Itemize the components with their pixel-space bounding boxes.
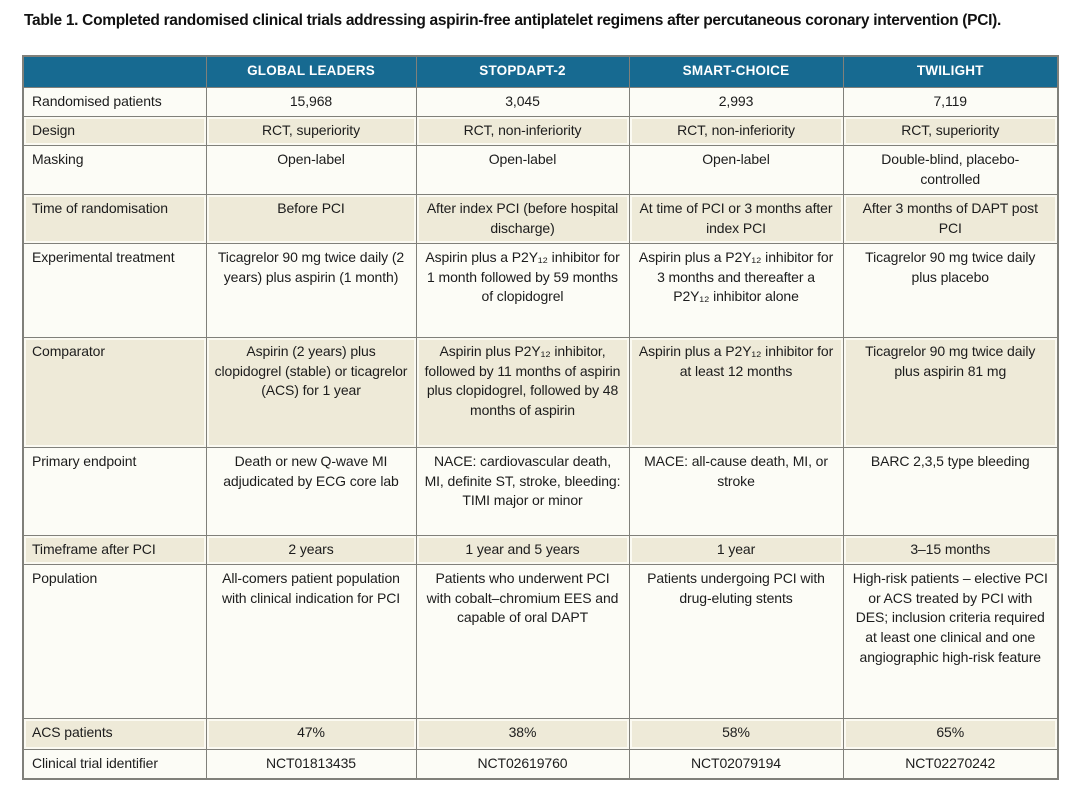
table-cell: RCT, superiority <box>205 116 417 146</box>
column-header-smart-choice: SMART-CHOICE <box>628 55 844 88</box>
table-cell: RCT, non-inferiority <box>415 116 630 146</box>
column-header-global-leaders: GLOBAL LEADERS <box>205 55 417 88</box>
table-cell: All-comers patient population with clini… <box>205 563 417 719</box>
table-cell: 2 years <box>205 534 417 565</box>
table-cell: NACE: cardiovascular death, MI, definite… <box>415 446 630 536</box>
table-cell: 65% <box>842 717 1059 750</box>
corner-header-cell <box>22 55 207 88</box>
table-cell: 47% <box>205 717 417 750</box>
table-cell: After index PCI (before hospital dischar… <box>415 193 630 244</box>
table-cell: Open-label <box>415 144 630 195</box>
table-row: Design RCT, superiority RCT, non-inferio… <box>22 116 1059 146</box>
table-cell: Aspirin (2 years) plus clopidogrel (stab… <box>205 336 417 448</box>
table-cell: Aspirin plus P2Y₁₂ inhibitor, followed b… <box>415 336 630 448</box>
table-row: Population All-comers patient population… <box>22 563 1059 719</box>
table-cell: 2,993 <box>628 87 844 117</box>
table-cell: Aspirin plus a P2Y₁₂ inhibitor for 1 mon… <box>415 242 630 338</box>
table-cell: 38% <box>415 717 630 750</box>
table-cell: Double-blind, placebo-controlled <box>842 144 1059 195</box>
table-cell: NCT01813435 <box>205 748 417 780</box>
row-label: Experimental treatment <box>22 242 207 338</box>
table-cell: Ticagrelor 90 mg twice daily (2 years) p… <box>205 242 417 338</box>
table-cell: 3–15 months <box>842 534 1059 565</box>
table-cell: Before PCI <box>205 193 417 244</box>
row-label: Randomised patients <box>22 87 207 117</box>
table-cell: Ticagrelor 90 mg twice daily plus placeb… <box>842 242 1059 338</box>
table-cell: Aspirin plus a P2Y₁₂ inhibitor for 3 mon… <box>628 242 844 338</box>
table-row: Primary endpoint Death or new Q-wave MI … <box>22 446 1059 536</box>
table-row: Masking Open-label Open-label Open-label… <box>22 144 1059 195</box>
table-row: Timeframe after PCI 2 years 1 year and 5… <box>22 534 1059 565</box>
table-cell: 7,119 <box>842 87 1059 117</box>
table-row: Randomised patients 15,968 3,045 2,993 7… <box>22 87 1059 117</box>
table-cell: 3,045 <box>415 87 630 117</box>
table-cell: Ticagrelor 90 mg twice daily plus aspiri… <box>842 336 1059 448</box>
row-label: Masking <box>22 144 207 195</box>
row-label: Primary endpoint <box>22 446 207 536</box>
column-header-twilight: TWILIGHT <box>842 55 1059 88</box>
table-cell: NCT02079194 <box>628 748 844 780</box>
row-label: Comparator <box>22 336 207 448</box>
table-cell: Death or new Q-wave MI adjudicated by EC… <box>205 446 417 536</box>
table-cell: After 3 months of DAPT post PCI <box>842 193 1059 244</box>
table-row: Experimental treatment Ticagrelor 90 mg … <box>22 242 1059 338</box>
row-label: Timeframe after PCI <box>22 534 207 565</box>
table-cell: Patients who underwent PCI with cobalt–c… <box>415 563 630 719</box>
header-row: GLOBAL LEADERS STOPDAPT-2 SMART-CHOICE T… <box>22 55 1059 88</box>
table-cell: Patients undergoing PCI with drug-elutin… <box>628 563 844 719</box>
column-header-stopdapt-2: STOPDAPT-2 <box>415 55 630 88</box>
table-cell: MACE: all-cause death, MI, or stroke <box>628 446 844 536</box>
table-cell: 15,968 <box>205 87 417 117</box>
table-row: Comparator Aspirin (2 years) plus clopid… <box>22 336 1059 448</box>
table-row: ACS patients 47% 38% 58% 65% <box>22 717 1059 750</box>
table-cell: 58% <box>628 717 844 750</box>
table-cell: RCT, superiority <box>842 116 1059 146</box>
table-row: Clinical trial identifier NCT01813435 NC… <box>22 748 1059 780</box>
row-label: Time of randomisation <box>22 193 207 244</box>
row-label: Design <box>22 116 207 146</box>
table-cell: Open-label <box>628 144 844 195</box>
clinical-trials-table: GLOBAL LEADERS STOPDAPT-2 SMART-CHOICE T… <box>22 55 1059 780</box>
row-label: Population <box>22 563 207 719</box>
table-cell: At time of PCI or 3 months after index P… <box>628 193 844 244</box>
table-cell: High-risk patients – elective PCI or ACS… <box>842 563 1059 719</box>
row-label: Clinical trial identifier <box>22 748 207 780</box>
table-cell: RCT, non-inferiority <box>628 116 844 146</box>
table-cell: BARC 2,3,5 type bleeding <box>842 446 1059 536</box>
row-label: ACS patients <box>22 717 207 750</box>
table-cell: Aspirin plus a P2Y₁₂ inhibitor for at le… <box>628 336 844 448</box>
table-row: Time of randomisation Before PCI After i… <box>22 193 1059 244</box>
table-cell: 1 year <box>628 534 844 565</box>
table-cell: 1 year and 5 years <box>415 534 630 565</box>
table-cell: Open-label <box>205 144 417 195</box>
table-cell: NCT02619760 <box>415 748 630 780</box>
table-cell: NCT02270242 <box>842 748 1059 780</box>
table-title: Table 1. Completed randomised clinical t… <box>24 12 1001 29</box>
